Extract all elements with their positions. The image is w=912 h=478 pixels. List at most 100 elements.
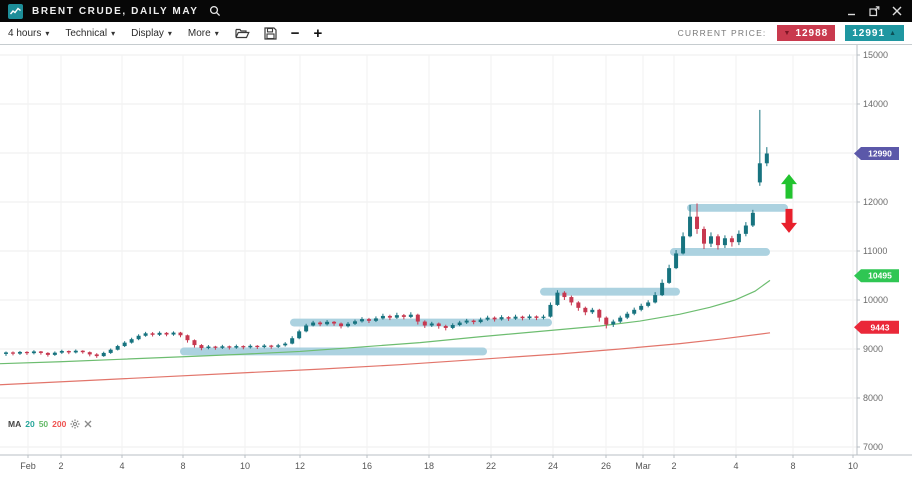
candle-body xyxy=(394,315,399,318)
candle-body xyxy=(625,313,630,318)
support-resistance-zone[interactable] xyxy=(670,248,770,256)
candle-body xyxy=(297,331,302,339)
ask-price-value: 12991 xyxy=(852,27,886,39)
open-folder-icon[interactable] xyxy=(235,27,250,39)
bid-price-badge[interactable]: ▼ 12988 xyxy=(776,25,836,41)
x-tick-label: 2 xyxy=(671,461,676,471)
candle-body xyxy=(353,321,357,324)
ma-period-50: 50 xyxy=(38,419,49,429)
candle-body xyxy=(255,345,260,348)
timeframe-dropdown-label: 4 hours xyxy=(8,27,42,39)
close-button[interactable] xyxy=(892,6,902,16)
remove-indicator-icon[interactable] xyxy=(84,420,92,428)
candle-body xyxy=(31,351,36,354)
candle-body xyxy=(52,352,57,355)
candle-body xyxy=(555,292,560,305)
candle-body xyxy=(722,238,727,246)
save-icon[interactable] xyxy=(264,26,277,40)
y-tick-label: 8000 xyxy=(863,393,883,403)
candle-body xyxy=(101,352,106,357)
candle-body xyxy=(639,305,644,310)
candle-body xyxy=(541,316,546,318)
candle-body xyxy=(115,346,120,350)
candle-body xyxy=(464,320,469,323)
y-tick-label: 7000 xyxy=(863,442,883,452)
y-tick-label: 11000 xyxy=(863,246,887,256)
candle-body xyxy=(227,346,232,348)
candle-body xyxy=(332,321,337,324)
candle-body xyxy=(569,297,574,303)
chevron-down-icon: ▾ xyxy=(167,28,172,38)
candle-body xyxy=(136,335,141,340)
candle-body xyxy=(220,346,225,348)
search-icon[interactable] xyxy=(209,5,221,17)
ma50-line xyxy=(0,279,771,365)
zoom-in-icon[interactable]: + xyxy=(313,24,323,42)
candle-body xyxy=(590,309,595,313)
candle-body xyxy=(436,323,441,326)
support-resistance-zone[interactable] xyxy=(687,203,788,212)
candle-body xyxy=(262,345,267,348)
more-dropdown[interactable]: More ▾ xyxy=(188,28,219,39)
price-tag-value: 9443 xyxy=(871,322,890,332)
display-dropdown-label: Display xyxy=(131,27,164,39)
zoom-out-icon[interactable]: − xyxy=(290,24,300,42)
minimize-button[interactable] xyxy=(847,6,857,16)
technical-dropdown[interactable]: Technical ▾ xyxy=(65,28,115,39)
candle-body xyxy=(325,321,330,325)
ma200-line xyxy=(0,332,771,386)
price-chart[interactable]: 1500014000130001200011000100009000800070… xyxy=(0,45,912,478)
candle-body xyxy=(604,317,609,325)
candle-body xyxy=(708,236,713,244)
candle-body xyxy=(422,321,427,326)
candle-body xyxy=(373,318,378,321)
candle-body xyxy=(248,345,253,348)
candle-body xyxy=(513,316,518,319)
candle-body xyxy=(548,304,553,317)
candle-body xyxy=(17,351,22,354)
ask-price-badge[interactable]: 12991 ▲ xyxy=(845,25,904,41)
candle-body xyxy=(304,325,309,332)
candle-body xyxy=(729,238,734,243)
x-tick-label: 16 xyxy=(362,461,372,471)
x-tick-label: Feb xyxy=(20,461,36,471)
candle-body xyxy=(283,343,288,346)
candle-body xyxy=(562,292,567,298)
candle-body xyxy=(492,317,497,320)
candle-body xyxy=(290,338,295,344)
x-tick-label: 18 xyxy=(424,461,434,471)
down-arrow-annotation[interactable] xyxy=(781,208,797,233)
candle-body xyxy=(443,325,448,328)
candle-body xyxy=(164,332,169,335)
candle-body xyxy=(122,342,127,347)
candle-body xyxy=(485,317,490,320)
timeframe-dropdown[interactable]: 4 hours ▾ xyxy=(8,28,49,39)
chart-area: 1500014000130001200011000100009000800070… xyxy=(0,45,912,478)
display-dropdown[interactable]: Display ▾ xyxy=(131,28,172,39)
x-tick-label: 10 xyxy=(240,461,250,471)
candle-body xyxy=(129,339,134,343)
candle-body xyxy=(750,212,755,226)
candle-body xyxy=(150,333,155,335)
candle-body xyxy=(318,322,323,325)
candle-body xyxy=(311,322,316,326)
x-tick-label: 4 xyxy=(119,461,124,471)
x-tick-label: 8 xyxy=(180,461,185,471)
candle-body xyxy=(527,316,532,319)
popout-button[interactable] xyxy=(869,5,880,17)
gear-icon[interactable] xyxy=(70,419,80,429)
candle-body xyxy=(143,333,148,336)
candle-body xyxy=(171,332,176,335)
support-resistance-zone[interactable] xyxy=(290,318,552,327)
candle-body xyxy=(10,352,15,354)
candle-body xyxy=(108,349,113,353)
y-tick-label: 12000 xyxy=(863,197,888,207)
candle-body xyxy=(688,216,693,237)
candle-body xyxy=(450,324,455,328)
arrow-down-icon: ▼ xyxy=(783,29,792,37)
chevron-down-icon: ▾ xyxy=(214,28,219,38)
up-arrow-annotation[interactable] xyxy=(781,174,797,199)
price-tag-badge xyxy=(854,269,899,283)
candle-body xyxy=(611,321,616,325)
support-resistance-zone[interactable] xyxy=(540,287,680,296)
